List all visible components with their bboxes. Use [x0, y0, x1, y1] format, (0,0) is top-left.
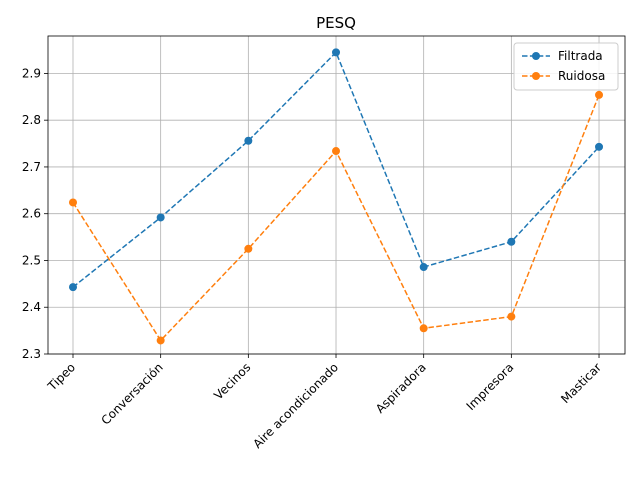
- y-tick-label: 2.7: [22, 160, 41, 174]
- y-tick-label: 2.8: [22, 113, 41, 127]
- legend-label: Ruidosa: [558, 69, 605, 83]
- y-tick-label: 2.9: [22, 66, 41, 80]
- x-tick-label: Conversación: [98, 360, 165, 427]
- y-tick-label: 2.6: [22, 207, 41, 221]
- data-point: [69, 283, 77, 292]
- y-tick-label: 2.4: [22, 300, 41, 314]
- data-point: [332, 147, 341, 156]
- data-point: [595, 90, 604, 99]
- y-tick-label: 2.3: [22, 347, 41, 361]
- legend-frame: [513, 42, 619, 91]
- legend-label: Filtrada: [558, 49, 603, 63]
- data-point: [419, 263, 428, 272]
- legend-marker: [532, 72, 540, 80]
- data-point: [595, 142, 604, 151]
- data-point: [507, 237, 516, 246]
- y-tick-label: 2.5: [22, 253, 41, 267]
- x-tick-label: Tipeo: [44, 360, 78, 394]
- chart-title: PESQ: [316, 14, 356, 32]
- data-point: [156, 336, 165, 345]
- x-tick-label: Masticar: [558, 360, 604, 406]
- plot-area-frame: [47, 35, 626, 355]
- data-point: [507, 312, 516, 321]
- x-tick-label: Impresora: [464, 360, 517, 413]
- data-point: [244, 244, 253, 253]
- data-point: [69, 198, 77, 207]
- data-point: [332, 48, 341, 57]
- data-point: [419, 324, 428, 333]
- data-point: [156, 213, 165, 222]
- legend: Filtrada Ruidosa: [513, 42, 619, 91]
- y-axis: 2.3 2.4 2.5 2.6 2.7 2.8 2.9: [22, 66, 48, 361]
- legend-marker: [532, 52, 540, 60]
- x-tick-label: Aire acondicionado: [250, 360, 341, 451]
- series-layer: [69, 48, 604, 345]
- x-tick-label: Aspiradora: [373, 360, 429, 416]
- data-point: [244, 136, 253, 145]
- x-tick-label: Vecinos: [211, 360, 253, 402]
